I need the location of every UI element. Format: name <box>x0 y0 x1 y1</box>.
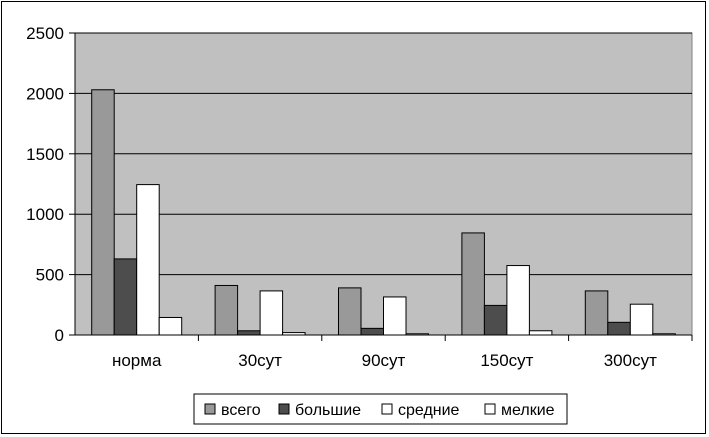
legend-swatch-средние <box>381 403 393 415</box>
bar-средние-90сут <box>383 296 407 336</box>
legend-label-мелкие: мелкие <box>501 402 555 419</box>
bar-средние-30сут <box>259 290 284 336</box>
legend-label-всего: всего <box>221 402 261 419</box>
bar-мелкие-норма <box>158 316 183 336</box>
bar-мелкие-90сут <box>405 333 429 336</box>
bar-мелкие-300сут <box>652 333 676 336</box>
bar-большие-норма <box>113 258 138 336</box>
bar-всего-90сут <box>338 287 362 336</box>
x-tick-label: 90сут <box>362 351 406 370</box>
legend-label-большие: большие <box>295 402 361 419</box>
bar-большие-30сут <box>237 330 261 336</box>
bar-большие-300сут <box>607 321 631 336</box>
y-tick-label: 0 <box>55 326 64 345</box>
legend-swatch-всего <box>204 403 216 415</box>
bar-большие-150сут <box>483 304 508 336</box>
legend-label-средние: средние <box>398 402 460 419</box>
bar-средние-150сут <box>506 265 530 336</box>
bar-средние-норма <box>136 184 160 336</box>
x-tick-label: 30сут <box>238 351 282 370</box>
x-tick-label: норма <box>112 351 162 370</box>
bar-всего-300сут <box>584 290 609 336</box>
bar-всего-150сут <box>461 232 485 336</box>
y-tick-label: 1000 <box>26 205 64 224</box>
legend-swatch-мелкие <box>484 403 496 415</box>
y-tick-label: 500 <box>36 266 64 285</box>
legend-box <box>193 393 568 425</box>
y-tick-label: 1500 <box>26 145 64 164</box>
plot-background <box>74 32 693 336</box>
x-tick-label: 150сут <box>480 351 533 370</box>
y-tick-label: 2000 <box>26 84 64 103</box>
legend: всего большие средние мелкие <box>193 393 568 425</box>
legend-swatch-большие <box>278 403 290 415</box>
y-tick-label: 2500 <box>26 24 64 43</box>
bar-средние-300сут <box>629 303 654 336</box>
bar-всего-30сут <box>214 284 239 336</box>
bar-большие-90сут <box>360 327 384 336</box>
x-tick-label: 300сут <box>604 351 657 370</box>
plot-area: 0 500 1000 1500 2000 2500 норма 30сут 90сут 150су… <box>26 24 693 370</box>
bar-мелкие-150сут <box>528 330 553 336</box>
bar-всего-норма <box>91 89 115 336</box>
bar-мелкие-30сут <box>282 332 306 336</box>
